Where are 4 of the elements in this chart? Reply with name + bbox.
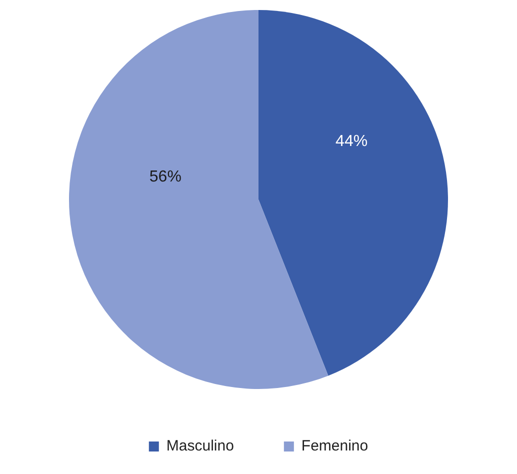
data-label: 44% [336,133,368,150]
data-label: 56% [149,168,182,186]
legend-label: Masculino [166,438,234,455]
legend-label: Femenino [301,438,368,455]
